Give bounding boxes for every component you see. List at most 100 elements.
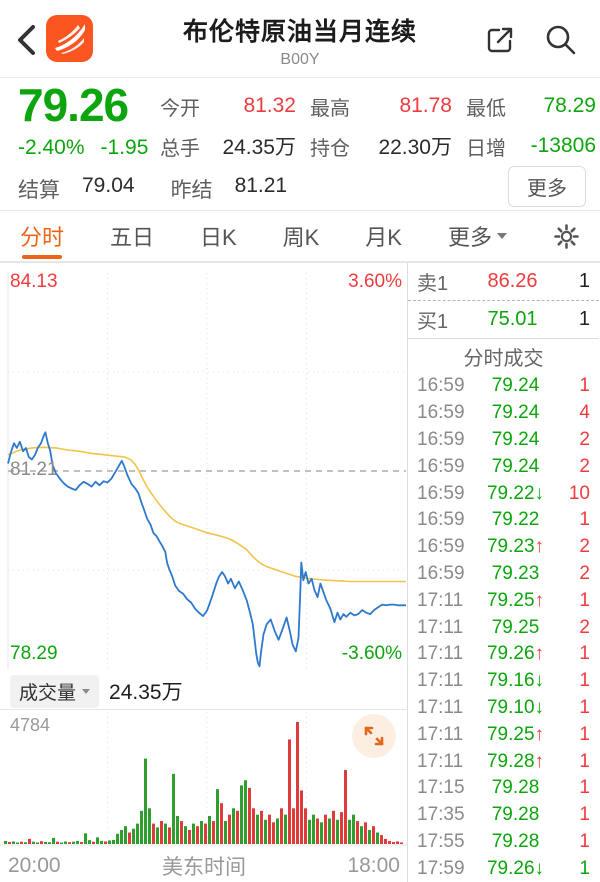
trade-qty: 2 [579,616,590,638]
trade-time: 17:55 [417,830,465,852]
stat-value: 81.32 [243,94,296,117]
volume-selector-label: 成交量 [19,682,77,704]
trade-row: 16:59 79.24 4 [408,400,599,427]
page-title: 布伦特原油当月连续 [182,18,417,46]
trade-time: 17:11 [417,670,464,692]
trade-price: 79.10↓ [486,696,545,718]
arrow-down-icon: ↓ [534,857,545,879]
trade-time: 16:59 [417,402,465,424]
trade-row: 17:11 79.26↑ 1 [408,641,599,668]
trade-time: 17:35 [417,804,465,826]
trade-time: 17:11 [417,643,464,665]
trade-row: 16:59 79.22 1 [408,507,599,534]
trades-list-title: 分时成交 [463,347,544,370]
sell1-label: 卖1 [417,273,449,295]
trade-time: 17:59 [417,857,465,879]
trade-qty: 1 [579,589,590,611]
buy1-qty: 1 [578,308,590,330]
stat-value: 24.35万 [222,136,296,159]
trade-time: 17:11 [417,723,464,745]
share-icon[interactable] [482,22,518,58]
stat-value: -13806 [530,134,596,157]
arrow-down-icon: ↓ [534,696,545,718]
tab-monthly-k[interactable]: 月K [365,225,402,250]
trade-time: 16:59 [417,482,465,504]
volume-total: 24.35万 [109,681,183,704]
volume-selector[interactable]: 成交量 [10,674,100,708]
prev-settle-label: 昨结 [170,179,213,202]
back-button[interactable] [10,20,44,60]
arrow-up-icon: ↑ [534,750,545,772]
trade-price: 79.24 [491,375,540,397]
trade-price: 79.22↓ [486,482,545,504]
trade-qty: 1 [579,643,590,665]
axis-label-pct-low: -3.60% [341,643,402,664]
trade-qty: 1 [579,750,590,772]
arrow-up-icon: ↑ [534,589,545,611]
trade-qty: 1 [579,670,590,692]
trade-price: 79.26↓ [486,857,545,879]
stat-cell: 持仓 22.30万 [310,126,466,166]
trade-price: 79.25 [491,616,540,638]
stat-label: 持仓 [310,137,350,160]
quote-stats: 今开 81.32 最高 81.78 最低 78.29 总手 24.35万 持仓 22.30万 日增 -… [160,86,596,166]
price-chart-canvas[interactable] [0,263,408,673]
stats-row: 今开 81.32 最高 81.78 最低 78.29 [160,86,596,126]
trade-time: 16:59 [417,375,465,397]
arrow-up-icon: ↑ [534,536,545,558]
trade-row: 17:35 79.28 1 [408,802,599,829]
trade-time: 17:11 [417,589,464,611]
settle-value: 79.04 [82,174,135,197]
trade-qty: 1 [579,857,590,879]
stat-cell: 总手 24.35万 [160,126,310,166]
trade-time: 16:59 [417,509,465,531]
stat-label: 日增 [466,137,506,160]
intraday-chart[interactable]: 84.13 3.60% 81.21 78.29 -3.60% [0,263,408,673]
axis-label-prev-close: 81.21 [10,459,58,480]
trade-row: 17:11 79.25↑ 1 [408,587,599,614]
trade-qty: 2 [579,536,590,558]
axis-label-low: 78.29 [10,643,58,664]
chevron-down-icon [496,233,507,239]
change-percent: -2.40% [18,136,85,159]
stat-label: 最高 [310,97,350,120]
tab-intraday[interactable]: 分时 [20,210,64,262]
time-end: 18:00 [347,854,400,877]
time-axis: 20:00 美东时间 18:00 [0,849,408,882]
settings-gear-icon[interactable] [553,223,580,250]
trade-qty: 2 [579,455,590,477]
title-block: 布伦特原油当月连续 B00Y [110,0,490,78]
more-button[interactable]: 更多 [508,166,586,207]
stat-label: 总手 [160,137,200,160]
settle-label: 结算 [18,179,60,202]
arrow-up-icon: ↑ [534,643,545,665]
expand-chart-button[interactable] [352,714,396,758]
volume-chart-canvas [0,712,408,846]
tab-weekly-k[interactable]: 周K [282,225,320,250]
tab-five-day[interactable]: 五日 [109,225,154,250]
trade-qty: 2 [579,562,590,584]
volume-chart: 4784 [0,709,408,849]
tab-daily-k[interactable]: 日K [199,225,237,250]
trade-qty: 1 [579,375,590,397]
trade-time: 17:11 [417,750,464,772]
volume-max-label: 4784 [10,715,51,735]
trade-qty: 1 [579,723,590,745]
stat-cell: 今开 81.32 [160,86,310,126]
trade-time: 17:11 [417,616,464,638]
trades-list[interactable]: 16:59 79.24 1 16:59 79.24 4 16:59 79.24 2 16:59 79… [408,373,599,882]
trade-row: 17:15 79.28 1 [408,775,599,802]
period-tabbar: 分时 五日 日K 周K 月K 更多 [0,210,600,262]
arrow-down-icon: ↓ [534,482,545,504]
arrow-up-icon: ↑ [534,723,545,745]
trade-time: 17:11 [417,696,464,718]
trade-price: 79.22 [491,509,540,531]
search-icon[interactable] [541,20,581,60]
tab-more[interactable]: 更多 [448,210,507,262]
trade-row: 16:59 79.23 2 [408,561,599,588]
stat-value: 22.30万 [378,136,452,159]
volume-header: 成交量 24.35万 [0,673,408,709]
trade-qty: 1 [579,509,590,531]
stat-value: 78.29 [543,94,596,117]
trade-price: 79.28 [491,777,540,799]
